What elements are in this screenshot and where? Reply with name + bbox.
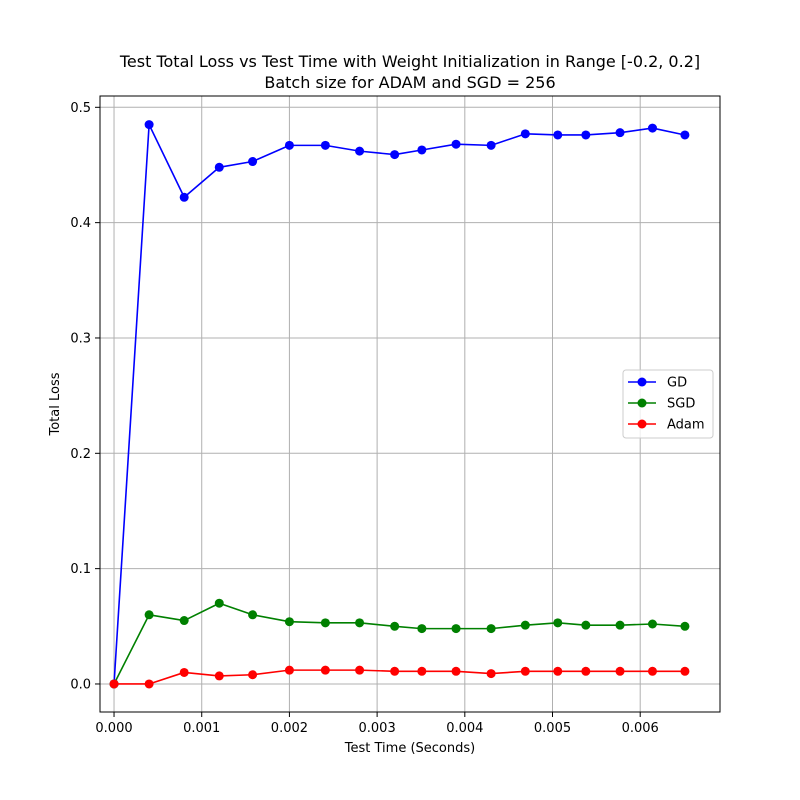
y-axis-label: Total Loss xyxy=(48,372,63,436)
data-point-gd xyxy=(355,146,365,156)
legend-label-sgd: SGD xyxy=(667,397,695,412)
data-point-adam xyxy=(144,679,154,689)
legend-box xyxy=(622,369,714,439)
data-point-gd xyxy=(581,130,591,140)
data-point-sgd xyxy=(390,621,400,631)
data-point-adam xyxy=(214,671,224,681)
chart-subtitle: Batch size for ADAM and SGD = 256 xyxy=(264,73,555,92)
legend-label-gd: GD xyxy=(667,376,687,391)
series-line-adam xyxy=(114,669,685,685)
data-point-gd xyxy=(144,120,154,130)
legend-marker-gd xyxy=(637,377,647,387)
grid xyxy=(100,96,720,712)
data-point-adam xyxy=(179,667,189,677)
x-tick-label: 0.005 xyxy=(534,721,571,736)
data-point-adam xyxy=(320,665,330,675)
chart-title: Test Total Loss vs Test Time with Weight… xyxy=(119,52,700,71)
data-point-sgd xyxy=(417,624,427,634)
y-tick-label: 0.1 xyxy=(70,562,91,577)
data-point-gd xyxy=(248,157,258,167)
data-point-sgd xyxy=(144,610,154,620)
data-point-adam xyxy=(647,666,657,676)
x-tick-label: 0.000 xyxy=(95,721,132,736)
series-layer xyxy=(109,120,690,689)
data-point-adam xyxy=(451,666,461,676)
data-point-adam xyxy=(248,670,258,680)
x-tick-label: 0.003 xyxy=(359,721,396,736)
data-point-sgd xyxy=(520,620,530,630)
data-point-gd xyxy=(680,130,690,140)
data-point-adam xyxy=(581,666,591,676)
x-tick-label: 0.001 xyxy=(183,721,220,736)
data-point-sgd xyxy=(179,616,189,626)
data-point-gd xyxy=(179,192,189,202)
y-tick-label: 0.5 xyxy=(70,101,91,116)
data-point-sgd xyxy=(615,620,625,630)
legend: GD SGD Adam xyxy=(622,369,714,439)
data-point-sgd xyxy=(680,621,690,631)
series-sgd xyxy=(109,598,690,689)
data-point-sgd xyxy=(486,624,496,634)
data-point-sgd xyxy=(451,624,461,634)
plot-frame xyxy=(99,95,721,713)
series-line-gd xyxy=(113,123,686,685)
y-tick-label: 0.0 xyxy=(70,677,91,692)
data-point-gd xyxy=(320,140,330,150)
data-point-adam xyxy=(355,665,365,675)
data-point-gd xyxy=(615,128,625,138)
data-point-sgd xyxy=(553,618,563,628)
x-axis-label: Test Time (Seconds) xyxy=(344,741,475,756)
data-point-gd xyxy=(647,123,657,133)
ticks: 0.000 0.001 0.002 0.003 0.004 0.005 0.006 0.0 0.… xyxy=(70,101,658,736)
y-tick-label: 0.2 xyxy=(70,447,91,462)
data-point-adam xyxy=(486,669,496,679)
data-point-gd xyxy=(486,140,496,150)
series-line-sgd xyxy=(113,602,685,685)
data-point-sgd xyxy=(248,610,258,620)
data-point-gd xyxy=(520,129,530,139)
legend-marker-sgd xyxy=(637,398,647,408)
data-point-adam xyxy=(284,665,294,675)
data-point-adam xyxy=(520,666,530,676)
data-point-adam xyxy=(553,666,563,676)
data-point-gd xyxy=(417,145,427,155)
data-point-adam xyxy=(417,666,427,676)
data-point-gd xyxy=(390,150,400,160)
x-tick-label: 0.006 xyxy=(622,721,659,736)
data-point-gd xyxy=(451,139,461,149)
series-gd xyxy=(109,120,690,689)
y-tick-label: 0.4 xyxy=(70,216,91,231)
data-point-adam xyxy=(680,666,690,676)
data-point-sgd xyxy=(320,618,330,628)
y-tick-label: 0.3 xyxy=(70,331,91,346)
data-point-sgd xyxy=(647,619,657,629)
x-tick-label: 0.004 xyxy=(446,721,483,736)
x-tick-label: 0.002 xyxy=(271,721,308,736)
data-point-sgd xyxy=(214,598,224,608)
data-point-adam xyxy=(109,679,119,689)
data-point-adam xyxy=(390,666,400,676)
data-point-sgd xyxy=(284,617,294,627)
data-point-gd xyxy=(284,140,294,150)
data-point-sgd xyxy=(581,620,591,630)
data-point-adam xyxy=(615,666,625,676)
data-point-gd xyxy=(214,162,224,172)
series-adam xyxy=(109,665,690,689)
legend-marker-adam xyxy=(637,419,647,429)
legend-label-adam: Adam xyxy=(667,418,705,433)
data-point-sgd xyxy=(355,618,365,628)
data-point-gd xyxy=(553,130,563,140)
